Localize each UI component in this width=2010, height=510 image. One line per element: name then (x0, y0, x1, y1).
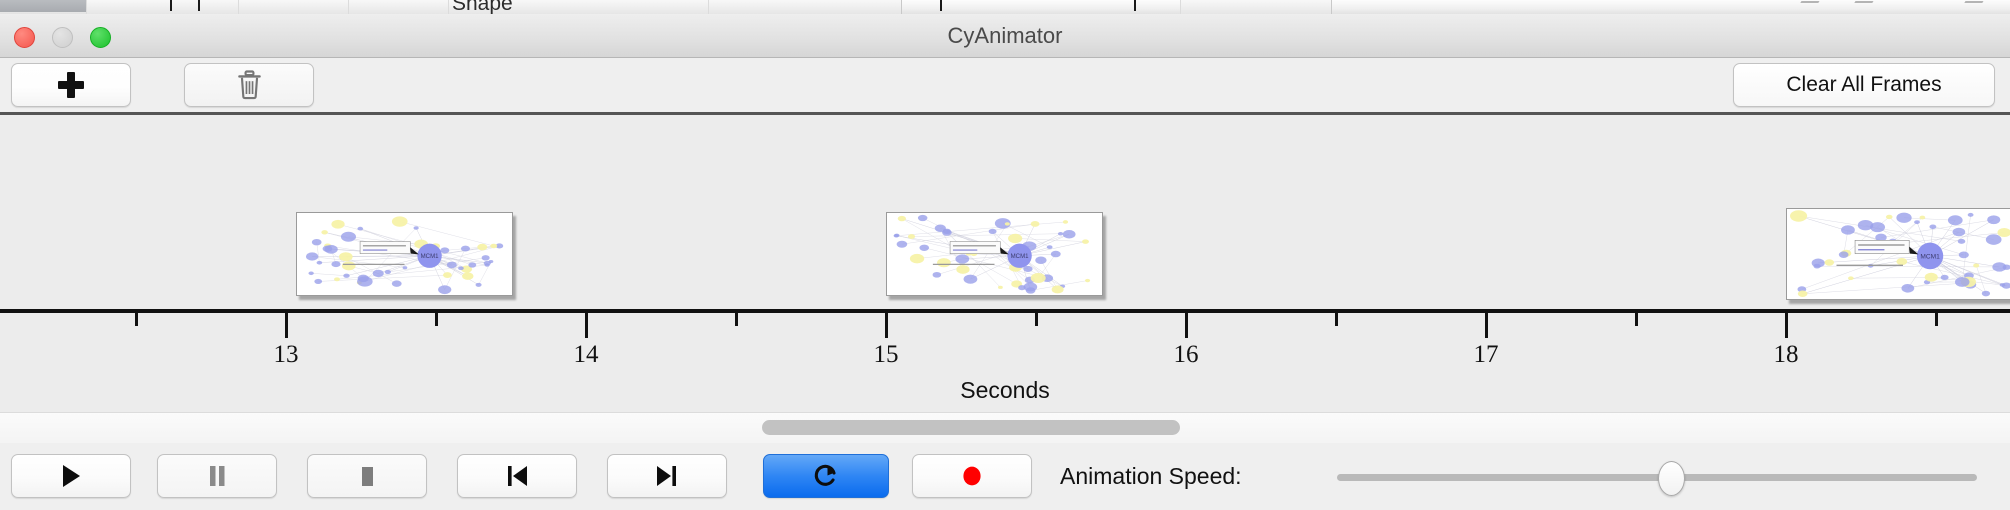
skip-back-button[interactable] (457, 454, 577, 498)
stop-button[interactable] (307, 454, 427, 498)
keyframe-thumbnail[interactable]: MCM1 (1786, 208, 2010, 300)
record-button[interactable] (912, 454, 1032, 498)
axis-title: Seconds (960, 377, 1050, 403)
stop-icon (355, 462, 379, 490)
play-button[interactable] (11, 454, 131, 498)
close-button[interactable] (14, 27, 35, 48)
record-icon (959, 462, 985, 490)
skip-back-icon (503, 462, 531, 490)
timeline-scrollbar-thumb[interactable] (762, 420, 1180, 435)
minimize-button[interactable] (52, 27, 73, 48)
axis-tick-minor (435, 313, 438, 326)
clear-all-frames-button[interactable]: Clear All Frames (1733, 63, 1995, 107)
pause-button[interactable] (157, 454, 277, 498)
plus-icon (58, 72, 84, 98)
add-frame-button[interactable] (11, 63, 131, 107)
axis-tick-major (1485, 313, 1488, 338)
svg-text:MCM1: MCM1 (1011, 254, 1030, 260)
window-title: CyAnimator (947, 23, 1063, 48)
animation-speed-slider-thumb[interactable] (1657, 461, 1685, 496)
svg-text:MCM1: MCM1 (1920, 253, 1940, 260)
delete-frame-button[interactable] (184, 63, 314, 107)
toolbar: Clear All Frames (0, 58, 2010, 112)
playback-bar: Animation Speed: (0, 443, 2010, 510)
keyframe-thumbnail[interactable]: MCM1 (886, 212, 1103, 296)
axis-tick-major (885, 313, 888, 338)
trash-icon (237, 70, 261, 100)
keyframe-thumbnail[interactable]: MCM1 (296, 212, 513, 296)
axis-tick-minor (1335, 313, 1338, 326)
axis-tick-major (285, 313, 288, 338)
axis-tick-minor (1935, 313, 1938, 326)
axis-tick-label: 13 (273, 341, 299, 368)
loop-button[interactable] (763, 454, 889, 498)
axis-tick-major (1785, 313, 1788, 338)
axis-tick-label: 18 (1773, 341, 1799, 368)
background-window-chrome: Shape (0, 0, 2010, 14)
pause-icon (205, 462, 229, 490)
axis-tick-label: 14 (573, 341, 599, 368)
timeline-scrollbar[interactable] (0, 412, 2010, 444)
axis-tick-minor (1035, 313, 1038, 326)
skip-forward-icon (653, 462, 681, 490)
animation-speed-slider[interactable] (1337, 461, 1977, 496)
axis-tick-major (585, 313, 588, 338)
timeline-axis-line (0, 309, 2010, 313)
maximize-button[interactable] (90, 27, 111, 48)
svg-text:MCM1: MCM1 (421, 254, 440, 260)
loop-icon (812, 461, 840, 491)
animation-speed-label: Animation Speed: (1060, 463, 1242, 489)
skip-forward-button[interactable] (607, 454, 727, 498)
axis-tick-minor (1635, 313, 1638, 326)
axis-tick-label: 16 (1173, 341, 1199, 368)
background-window-label: Shape (452, 0, 513, 14)
title-bar: CyAnimator (0, 14, 2010, 58)
axis-tick-minor (735, 313, 738, 326)
axis-tick-label: 15 (873, 341, 899, 368)
axis-tick-major (1185, 313, 1188, 338)
axis-tick-label: 17 (1473, 341, 1499, 368)
toolbar-separator (0, 112, 2010, 115)
play-icon (58, 462, 84, 490)
axis-tick-minor (135, 313, 138, 326)
